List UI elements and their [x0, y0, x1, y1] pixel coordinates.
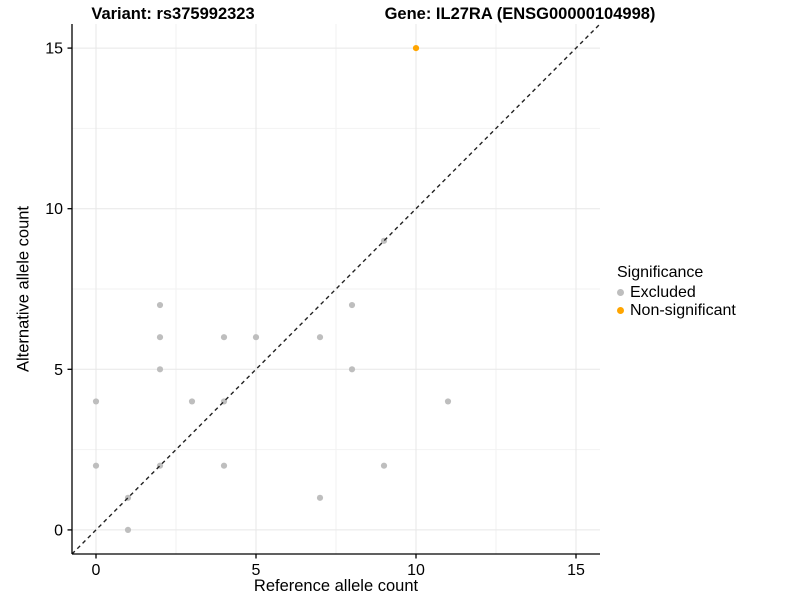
legend-items: Excluded Non-significant — [617, 284, 736, 319]
x-tick-label: 0 — [92, 562, 101, 579]
legend-item-excluded: Excluded — [617, 284, 736, 301]
data-point-excluded — [444, 398, 452, 405]
data-point-excluded — [316, 494, 324, 501]
plot-title-gene: Gene: IL27RA (ENSG00000104998) — [384, 5, 656, 23]
data-point-excluded — [156, 366, 164, 373]
data-point-excluded — [348, 366, 356, 373]
x-tick-label: 5 — [252, 562, 261, 579]
data-point-excluded — [252, 334, 260, 341]
data-point-excluded — [156, 334, 164, 341]
legend-item-label: Non-significant — [630, 302, 736, 319]
data-point-excluded — [220, 462, 228, 469]
x-axis-title: Reference allele count — [253, 577, 419, 595]
legend-item-non-significant: Non-significant — [617, 302, 736, 319]
data-point-excluded — [316, 334, 324, 341]
y-tick-label: 0 — [54, 522, 63, 539]
data-point-excluded — [188, 398, 196, 405]
data-point-excluded — [92, 462, 100, 469]
x-tick-label: 15 — [567, 562, 585, 579]
identity-line — [71, 23, 601, 555]
legend-title: Significance — [617, 264, 704, 281]
legend-item-label: Excluded — [630, 284, 696, 301]
y-tick-label: 15 — [45, 41, 63, 58]
legend-point-icon — [617, 307, 624, 314]
data-point-excluded — [380, 462, 388, 469]
data-point-excluded — [348, 301, 356, 309]
data-point-excluded — [92, 398, 100, 405]
y-axis-title: Alternative allele count — [14, 205, 33, 373]
data-point-non-significant — [412, 44, 420, 52]
data-point-excluded — [156, 301, 164, 309]
legend-point-icon — [617, 289, 624, 296]
plot-title-variant: Variant: rs375992323 — [91, 5, 255, 23]
y-tick-label: 10 — [45, 201, 63, 218]
legend: Significance Excluded Non-significant — [617, 264, 736, 320]
data-point-excluded — [124, 526, 132, 534]
y-tick-label: 5 — [54, 362, 63, 379]
x-tick-label: 10 — [407, 562, 425, 579]
data-point-excluded — [220, 334, 228, 341]
